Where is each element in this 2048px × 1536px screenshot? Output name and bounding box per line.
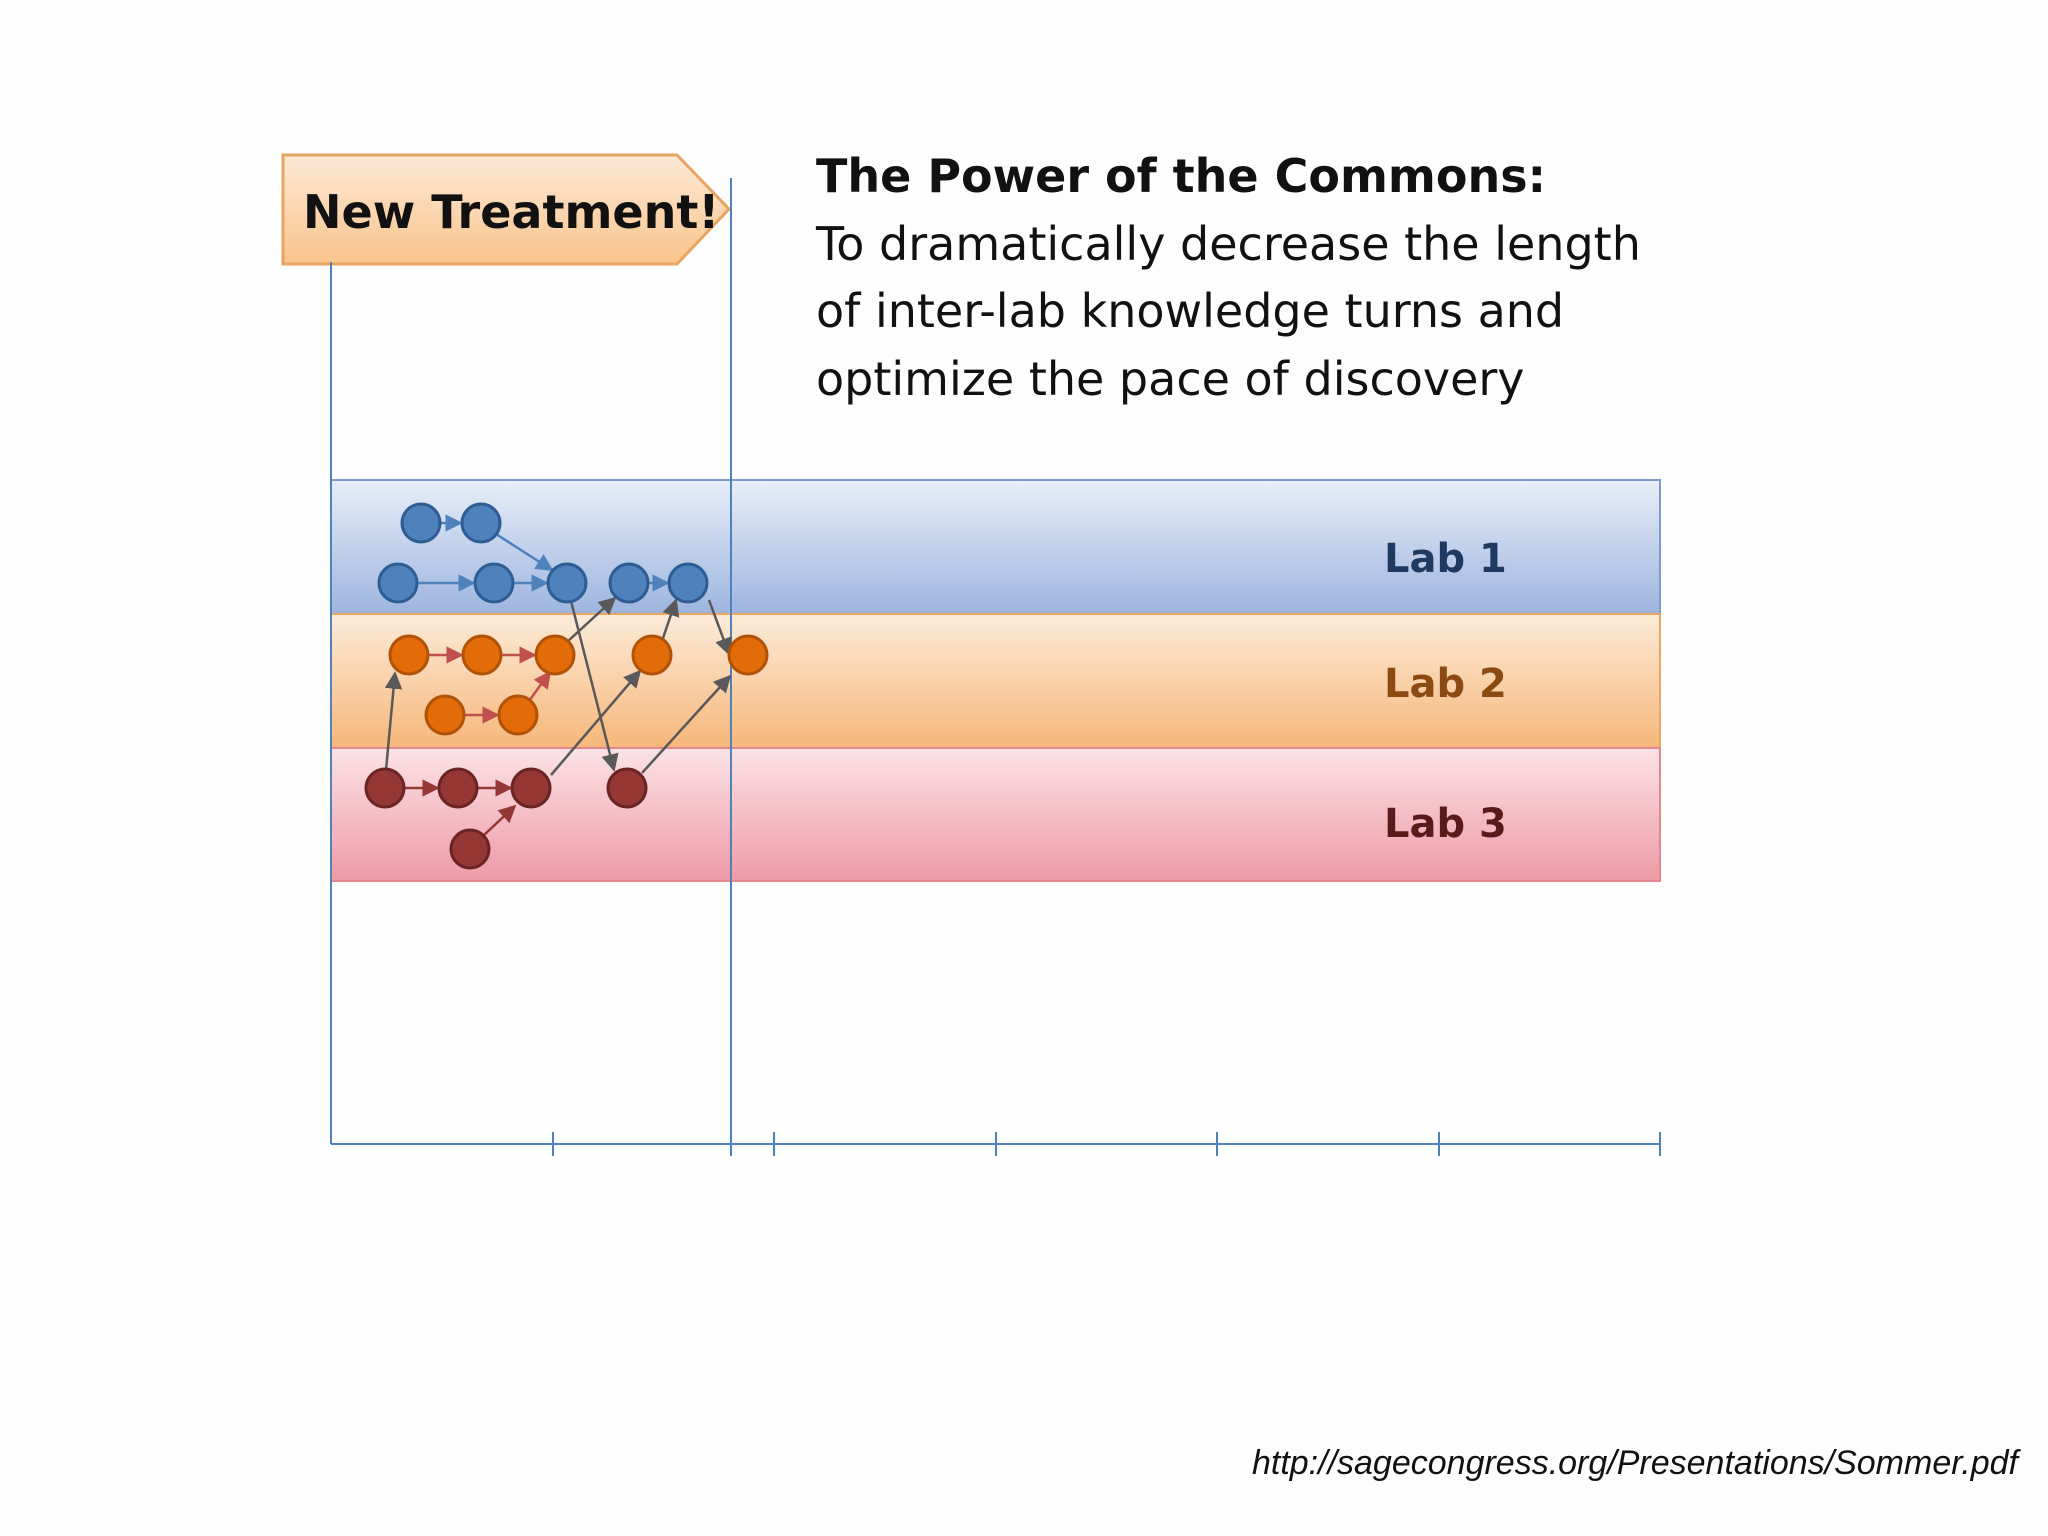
node-lab3 — [364, 767, 406, 809]
arrow-inter-lab — [569, 600, 619, 772]
lane-label-lab2: Lab 2 — [1384, 661, 1507, 707]
arrow-inter-lab — [707, 599, 732, 656]
heading-block: The Power of the Commons: To dramaticall… — [815, 149, 1641, 406]
arrow-inter-lab — [566, 596, 617, 643]
node-lab2 — [631, 634, 673, 676]
node-lab2 — [727, 634, 769, 676]
nodes-lab1 — [377, 502, 709, 604]
node-lab2 — [388, 634, 430, 676]
lane-lab3 — [330, 747, 1661, 882]
node-lab2 — [497, 694, 539, 736]
source-url: http://sagecongress.org/Presentations/So… — [1251, 1444, 2018, 1482]
heading-line-2: of inter-lab knowledge turns and — [816, 284, 1564, 338]
node-lab1 — [400, 502, 442, 544]
timeline-axis — [330, 178, 1661, 1156]
node-lab1 — [546, 562, 588, 604]
heading-line-1: To dramatically decrease the length — [815, 217, 1641, 271]
intra-lab-arrows — [405, 514, 670, 836]
arrow-lab2 — [527, 670, 552, 702]
callout-label: New Treatment! — [303, 185, 719, 239]
node-lab2 — [461, 634, 503, 676]
arrow-lab3 — [483, 804, 517, 836]
node-lab1 — [473, 562, 515, 604]
heading-line-3: optimize the pace of discovery — [816, 352, 1525, 406]
nodes-lab2 — [388, 634, 769, 736]
lane-label-lab3: Lab 3 — [1384, 801, 1507, 847]
callout-arrow-shape — [281, 153, 732, 266]
node-lab3 — [510, 767, 552, 809]
nodes-lab3 — [364, 767, 648, 870]
lab-lanes: Lab 1 Lab 2 Lab 3 — [330, 479, 1661, 882]
inter-lab-arrows — [384, 596, 732, 776]
node-lab2 — [534, 634, 576, 676]
arrow-inter-lab — [641, 674, 732, 774]
node-lab1 — [667, 562, 709, 604]
new-treatment-callout: New Treatment! — [281, 153, 732, 266]
arrow-inter-lab — [384, 671, 403, 771]
node-lab3 — [437, 767, 479, 809]
node-lab2 — [424, 694, 466, 736]
node-lab3 — [449, 828, 491, 870]
arrow-inter-lab — [660, 598, 680, 642]
node-lab1 — [460, 502, 502, 544]
arrow-inter-lab — [550, 669, 642, 776]
heading-title: The Power of the Commons: — [816, 149, 1546, 203]
arrow-lab1 — [495, 532, 554, 572]
node-lab3 — [606, 767, 648, 809]
lane-label-lab1: Lab 1 — [1384, 536, 1507, 582]
node-lab1 — [377, 562, 419, 604]
node-lab1 — [608, 562, 650, 604]
